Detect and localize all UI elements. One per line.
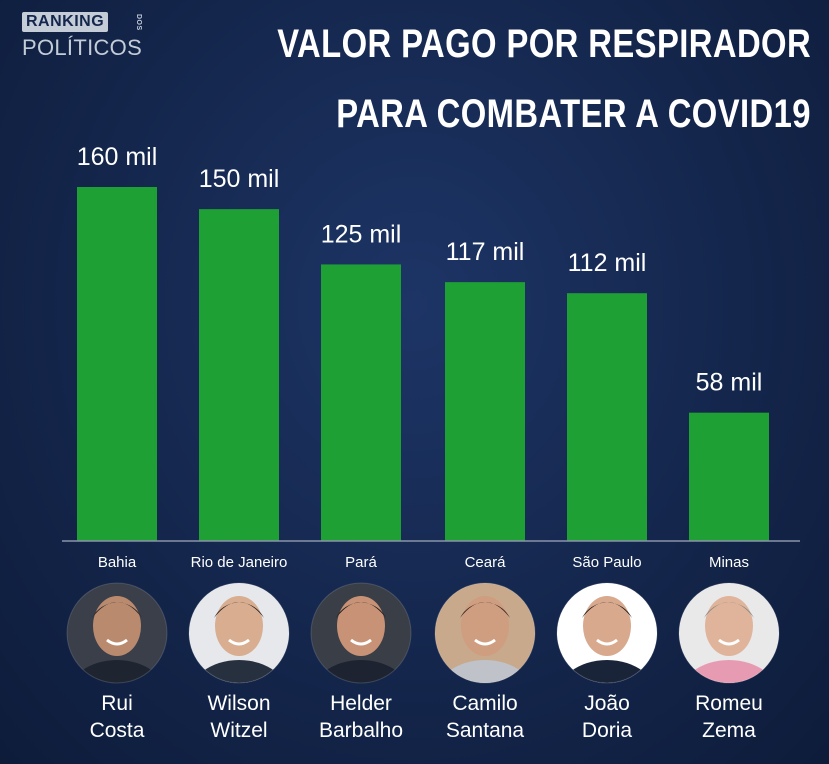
category-label: Pará: [345, 554, 377, 571]
avatar-ring: [310, 582, 412, 684]
avatar-ring: [678, 582, 780, 684]
last-name: Costa: [89, 719, 145, 742]
first-name: João: [584, 692, 630, 715]
data-label: 125 mil: [321, 220, 402, 248]
data-label: 58 mil: [696, 369, 763, 397]
bar-pará: [321, 264, 401, 541]
logo-side: DOS: [135, 14, 142, 31]
data-label: 150 mil: [199, 165, 280, 193]
logo-line1: RANKING: [22, 12, 109, 32]
bar-bahia: [77, 187, 157, 541]
first-name: Helder: [330, 692, 392, 715]
politician-name: Rui Costa: [52, 690, 182, 744]
last-name: Santana: [445, 719, 525, 742]
data-label: 112 mil: [568, 249, 647, 277]
first-name: Romeu: [695, 692, 763, 715]
last-name: Doria: [581, 719, 633, 742]
chart-title-line2: PARA COMBATER A COVID19: [336, 92, 811, 136]
first-name: Rui: [101, 692, 133, 715]
category-label: São Paulo: [572, 554, 641, 571]
bar-rio-de-janeiro: [199, 209, 279, 541]
politician-name: Wilson Witzel: [174, 690, 304, 744]
avatar-ring: [188, 582, 290, 684]
avatar-ring: [66, 582, 168, 684]
data-label: 160 mil: [77, 143, 158, 171]
category-label: Ceará: [465, 554, 507, 571]
politician-name: Camilo Santana: [420, 690, 550, 744]
avatar-ring: [434, 582, 536, 684]
last-name: Witzel: [210, 719, 268, 742]
data-label: 117 mil: [446, 238, 525, 266]
ranking-politicos-logo: RANKING DOS POLÍTICOS: [22, 10, 152, 66]
last-name: Zema: [702, 719, 756, 742]
chart-title-line1: VALOR PAGO POR RESPIRADOR: [277, 22, 811, 66]
category-label: Bahia: [98, 554, 137, 571]
category-label: Minas: [709, 554, 749, 571]
last-name: Barbalho: [318, 719, 404, 742]
avatar-ring: [556, 582, 658, 684]
politician-name: Romeu Zema: [664, 690, 794, 744]
bar-são-paulo: [567, 293, 647, 541]
logo-line2: POLÍTICOS: [22, 35, 143, 60]
politician-name: João Doria: [542, 690, 672, 744]
bar-minas: [689, 412, 769, 541]
bar-ceará: [445, 282, 525, 541]
first-name: Wilson: [207, 692, 271, 715]
category-label: Rio de Janeiro: [191, 554, 288, 571]
politician-name: Helder Barbalho: [296, 690, 426, 744]
first-name: Camilo: [452, 692, 518, 715]
